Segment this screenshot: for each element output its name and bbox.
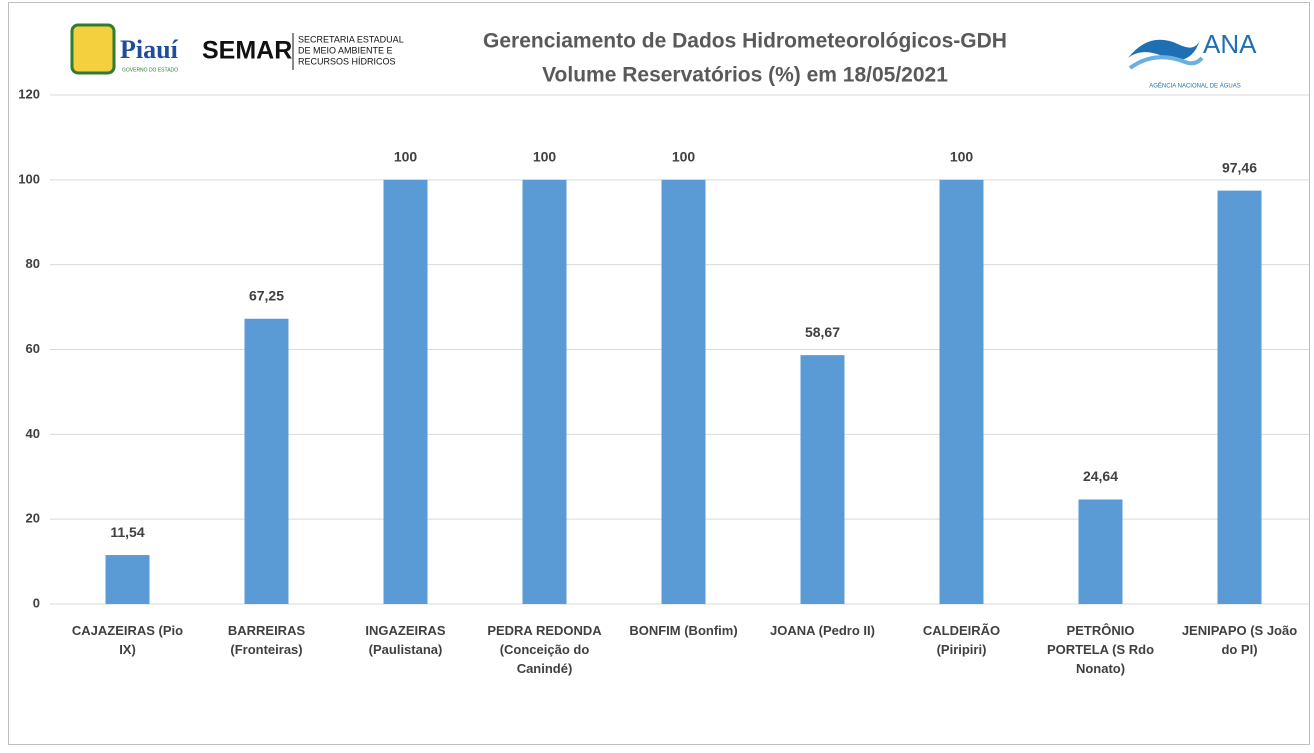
logo-text: DE MEIO AMBIENTE E — [298, 45, 393, 55]
bar — [661, 179, 706, 605]
logo-text: ANA — [1203, 29, 1257, 59]
bar — [939, 179, 984, 605]
x-tick-label: PETRÔNIO PORTELA (S Rdo Nonato) — [1046, 623, 1155, 676]
y-tick-label: 100 — [18, 171, 40, 186]
x-tick-label: BARREIRAS (Fronteiras) — [227, 623, 306, 657]
logo-wave — [1128, 39, 1200, 60]
logo-wave — [1128, 55, 1204, 70]
bar — [244, 318, 289, 604]
x-tick-label: BONFIM (Bonfim) — [629, 623, 738, 638]
y-tick-label: 120 — [18, 86, 40, 101]
chart-border — [8, 2, 1310, 745]
bar — [1078, 499, 1123, 604]
x-tick-label: PEDRA REDONDA (Conceição do Canindé) — [487, 623, 602, 676]
bar — [1217, 190, 1262, 604]
x-tick-label: JENIPAPO (S João do PI) — [1181, 623, 1298, 657]
logo-text: GOVERNO DO ESTADO — [122, 67, 178, 73]
x-tick-label: JOANA (Pedro II) — [770, 623, 875, 638]
y-tick-label: 60 — [26, 341, 40, 356]
x-tick-label: INGAZEIRAS (Paulistana) — [365, 623, 446, 657]
logo-text: Piauí — [120, 35, 179, 64]
bar — [383, 179, 428, 605]
logo-text: AGÊNCIA NACIONAL DE ÁGUAS — [1149, 82, 1240, 90]
data-label: 100 — [394, 149, 418, 165]
y-tick-label: 40 — [26, 426, 40, 441]
y-tick-label: 20 — [26, 511, 40, 526]
y-tick-label: 80 — [26, 256, 40, 271]
chart-subtitle: Volume Reservatórios (%) em 18/05/2021 — [542, 64, 948, 87]
logo-text: SECRETARIA ESTADUAL — [298, 34, 404, 44]
x-tick-label: CALDEIRÃO (Piripiri) — [922, 623, 1001, 657]
logo-ana: ANA AGÊNCIA NACIONAL DE ÁGUAS — [1128, 29, 1257, 90]
data-label: 11,54 — [110, 524, 144, 540]
bar — [800, 355, 845, 604]
data-label: 24,64 — [1083, 468, 1118, 484]
logo-semar: SEMAR SECRETARIA ESTADUAL DE MEIO AMBIEN… — [202, 33, 404, 70]
logo-shield — [70, 23, 116, 75]
logo-piaui: Piauí GOVERNO DO ESTADO — [70, 23, 179, 75]
bar — [105, 555, 150, 604]
data-label: 58,67 — [805, 324, 840, 340]
logo-text: RECURSOS HÍDRICOS — [298, 56, 396, 66]
y-tick-label: 0 — [33, 595, 40, 610]
bar — [522, 179, 567, 605]
data-label: 67,25 — [249, 287, 284, 303]
x-tick-label: CAJAZEIRAS (Pio IX) — [71, 623, 184, 657]
chart-title: Gerenciamento de Dados Hidrometeorológic… — [483, 30, 1007, 53]
data-label: 100 — [533, 149, 557, 165]
data-label: 97,46 — [1222, 159, 1257, 175]
data-label: 100 — [672, 149, 696, 165]
data-label: 100 — [950, 149, 974, 165]
logo-text: SEMAR — [202, 37, 292, 65]
